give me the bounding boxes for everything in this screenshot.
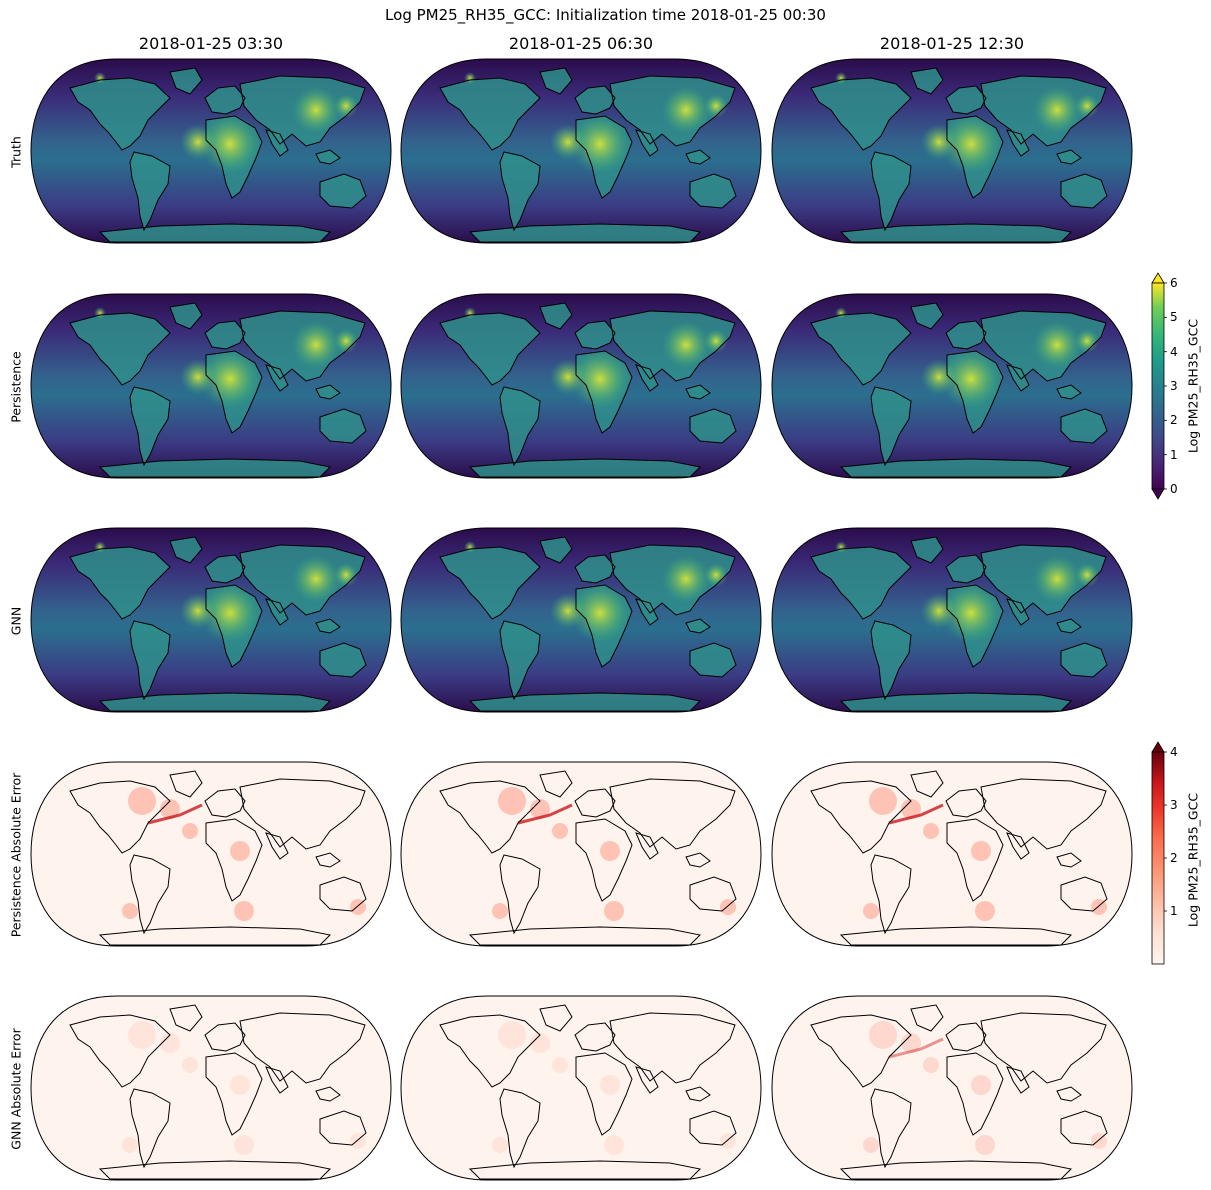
column-title-1: 2018-01-25 03:30 xyxy=(138,34,284,53)
colorbar-reds-tick: 3 xyxy=(1170,798,1178,812)
colorbar-reds-tick: 1 xyxy=(1170,904,1178,918)
column-title-3: 2018-01-25 12:30 xyxy=(879,34,1025,53)
map-panel-gnn-2 xyxy=(400,527,762,713)
map-panel-persistence-absolute-error-2 xyxy=(400,761,762,947)
colorbar-viridis-tick: 3 xyxy=(1170,379,1178,393)
map-panel-gnn-3 xyxy=(771,527,1133,713)
map-panel-persistence-1 xyxy=(30,293,392,479)
row-label-gnn-error: GNN Absolute Error xyxy=(8,1028,24,1150)
map-panel-gnn-absolute-error-1 xyxy=(30,995,392,1181)
colorbar-viridis-tick: 0 xyxy=(1170,482,1178,496)
colorbar-reds-label: Log PM25_RH35_GCC xyxy=(1185,792,1201,928)
map-panel-gnn-1 xyxy=(30,527,392,713)
colorbar-viridis-tick: 2 xyxy=(1170,413,1178,427)
row-label-truth: Truth xyxy=(8,136,24,168)
colorbar-viridis-tick: 4 xyxy=(1170,345,1178,359)
row-label-persistence: Persistence xyxy=(8,351,24,423)
map-panel-truth-1 xyxy=(30,58,392,244)
map-panel-truth-2 xyxy=(400,58,762,244)
colorbar-viridis-label: Log PM25_RH35_GCC xyxy=(1185,318,1201,454)
map-panel-persistence-absolute-error-3 xyxy=(771,761,1133,947)
map-panel-persistence-2 xyxy=(400,293,762,479)
row-label-persistence-error: Persistence Absolute Error xyxy=(8,772,24,938)
colorbar-viridis-tick: 1 xyxy=(1170,448,1178,462)
map-panel-gnn-absolute-error-2 xyxy=(400,995,762,1181)
map-panel-truth-3 xyxy=(771,58,1133,244)
row-label-gnn: GNN xyxy=(8,606,24,636)
map-panel-persistence-absolute-error-1 xyxy=(30,761,392,947)
colorbar-reds: 4 3 2 1 Log PM25_RH35_GCC xyxy=(1146,740,1206,970)
colorbar-viridis-tick: 6 xyxy=(1170,276,1178,290)
colorbar-reds-tick: 2 xyxy=(1170,851,1178,865)
figure-title: Log PM25_RH35_GCC: Initialization time 2… xyxy=(385,6,826,24)
column-title-2: 2018-01-25 06:30 xyxy=(508,34,654,53)
colorbar-reds-tick: 4 xyxy=(1170,745,1178,759)
colorbar-viridis: 6 5 4 3 2 1 0 Log PM25_RH35_GCC xyxy=(1146,271,1206,501)
colorbar-viridis-tick: 5 xyxy=(1170,310,1178,324)
map-panel-gnn-absolute-error-3 xyxy=(771,995,1133,1181)
map-panel-persistence-3 xyxy=(771,293,1133,479)
